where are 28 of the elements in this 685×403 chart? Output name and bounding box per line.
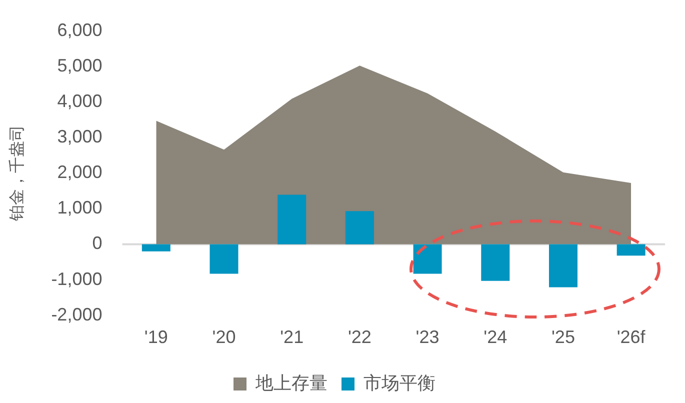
bar	[278, 194, 306, 244]
y-tick-label: 4,000	[57, 90, 102, 111]
y-tick-label: 1,000	[57, 198, 102, 218]
y-tick-label: -1,000	[51, 268, 102, 289]
bar	[481, 244, 510, 281]
bar	[142, 244, 170, 252]
y-tick-label: 0	[92, 233, 102, 254]
x-tick-label: '19	[144, 327, 168, 348]
y-axis-title: 铂金，千盎司	[8, 125, 26, 222]
y-tick-label: 3,000	[57, 126, 102, 146]
y-tick-label: 5,000	[57, 55, 102, 76]
y-tick-label: 6,000	[57, 20, 102, 40]
x-tick-label: '26f	[616, 327, 646, 348]
x-tick-label: '20	[212, 327, 236, 348]
bar	[413, 244, 442, 274]
x-tick-label: '25	[552, 327, 575, 348]
x-tick-label: '23	[416, 327, 440, 348]
bar	[210, 244, 238, 274]
x-tick-label: '22	[348, 327, 372, 348]
legend-label: 地上存量	[254, 372, 328, 393]
x-tick-label: '24	[484, 327, 508, 348]
y-tick-label: 2,000	[57, 162, 102, 182]
bar	[616, 244, 646, 256]
bar	[345, 211, 374, 244]
legend-label: 市场平衡	[364, 372, 436, 393]
x-tick-label: '21	[280, 327, 304, 348]
bar	[548, 244, 578, 288]
y-tick-label: -2,000	[51, 304, 102, 324]
